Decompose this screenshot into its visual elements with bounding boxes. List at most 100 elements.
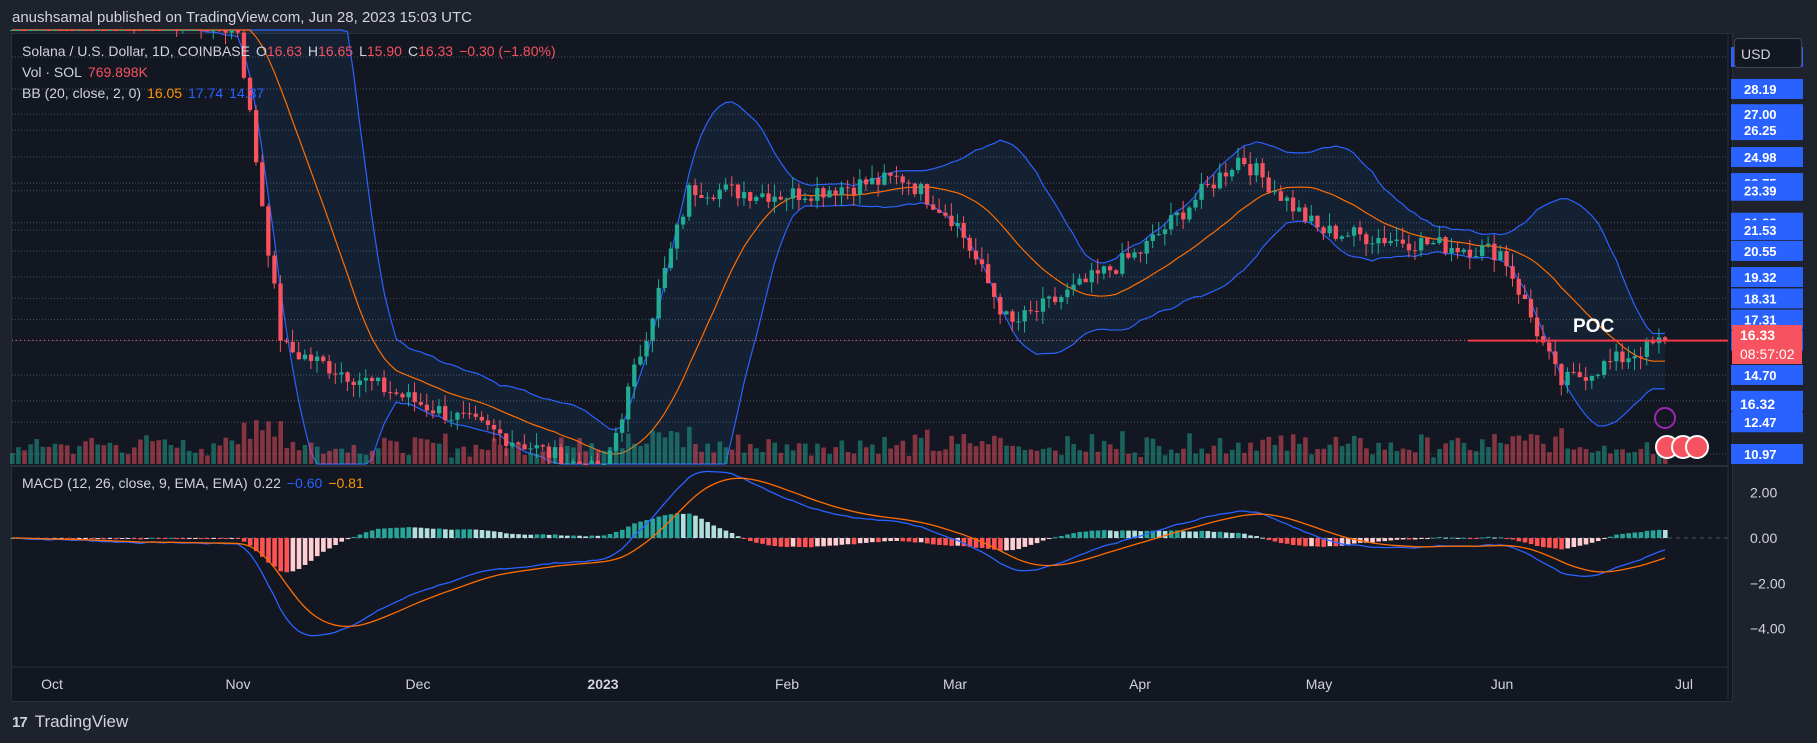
volume-bar	[321, 453, 326, 464]
volume-bar	[589, 443, 595, 464]
candle-body	[89, 30, 94, 31]
us-flag-event-icon[interactable]	[1685, 435, 1709, 459]
volume-bar	[1266, 436, 1272, 464]
volume-bar	[650, 430, 656, 464]
volume-bar	[327, 451, 332, 464]
bb-label[interactable]: BB (20, close, 2, 0)	[22, 85, 142, 101]
candle-body	[1016, 321, 1021, 323]
volume-bar	[1467, 449, 1473, 464]
macd-histogram-bar	[876, 538, 881, 543]
macd-histogram-bar	[443, 529, 448, 539]
volume-bar	[1187, 433, 1192, 464]
candle-body	[345, 372, 350, 382]
candle-body	[1162, 229, 1168, 235]
macd-histogram-bar	[516, 534, 521, 539]
volume-bar	[888, 448, 893, 464]
bb-legend[interactable]: BB (20, close, 2, 0) 16.05 17.74 14.37	[22, 85, 270, 101]
macd-histogram-bar	[1382, 538, 1388, 542]
candle-body	[327, 361, 332, 374]
candle-body	[534, 445, 539, 449]
volume-bar	[1455, 437, 1461, 464]
macd-legend[interactable]: MACD (12, 26, close, 9, EMA, EMA) 0.22 −0.…	[22, 475, 370, 491]
candle-body	[162, 30, 167, 31]
volume-bar	[540, 451, 546, 464]
volume-bar	[272, 436, 277, 464]
volume-bar	[992, 435, 997, 464]
macd-histogram-bar	[308, 538, 314, 561]
volume-bar	[1175, 453, 1180, 464]
volume-bar	[711, 452, 717, 464]
candle-body	[229, 30, 234, 33]
macd-histogram-bar	[1175, 530, 1180, 539]
macd-histogram-bar	[888, 538, 893, 542]
volume-bar	[1138, 457, 1144, 464]
volume-bar	[449, 457, 454, 464]
candle-body	[1638, 356, 1643, 358]
candle-body	[186, 30, 192, 31]
macd-histogram-bar	[1486, 536, 1491, 539]
macd-histogram-bar	[333, 538, 338, 546]
volume-label[interactable]: Vol · SOL	[22, 64, 82, 80]
macd-histogram-bar	[1663, 529, 1668, 539]
macd-histogram-bar	[1412, 538, 1418, 540]
candle-body	[735, 184, 741, 199]
volume-bar	[1071, 443, 1076, 464]
macd-histogram-bar	[1614, 534, 1619, 539]
volume-bar	[1577, 447, 1583, 464]
macd-histogram-bar	[1589, 538, 1595, 543]
candle-body	[1541, 336, 1546, 343]
price-tick-box	[1731, 364, 1803, 385]
price-tick-box	[1731, 444, 1803, 465]
candle-body	[717, 189, 722, 200]
candle-body	[1248, 164, 1253, 176]
candle-body	[632, 364, 637, 387]
volume-bar	[613, 441, 619, 464]
volume-bar	[985, 444, 991, 464]
candle-body	[540, 445, 545, 447]
volume-bar	[1229, 449, 1235, 464]
macd-histogram-bar	[882, 538, 887, 542]
macd-histogram-bar	[412, 527, 418, 539]
candle-body	[107, 30, 112, 31]
macd-histogram-bar	[1290, 538, 1296, 546]
macd-histogram-bar	[1156, 530, 1162, 539]
volume-bar	[430, 442, 436, 464]
candle-body	[1516, 278, 1521, 295]
symbol-legend[interactable]: Solana / U.S. Dollar, 1D, COINBASE O16.63…	[22, 43, 562, 59]
macd-histogram-bar	[1632, 532, 1638, 539]
currency-selector[interactable]: USD	[1734, 38, 1802, 68]
event-lightning-icon[interactable]	[1654, 407, 1676, 429]
candle-body	[449, 419, 454, 421]
candle-body	[1321, 227, 1326, 234]
macd-histogram-bar	[626, 526, 631, 539]
macd-histogram-bar	[156, 538, 161, 540]
candle-body	[1126, 253, 1131, 258]
bb-lower-line	[12, 29, 1666, 465]
volume-bar	[491, 438, 497, 464]
candle-body	[1083, 278, 1088, 283]
candle-body	[870, 177, 875, 185]
macd-histogram-bar	[449, 529, 454, 539]
candle-body	[955, 222, 960, 227]
candle-body	[821, 188, 826, 198]
volume-bar	[107, 442, 113, 464]
volume-bar	[1242, 452, 1247, 464]
volume-bar	[339, 448, 344, 464]
macd-histogram-bar	[589, 535, 595, 539]
volume-bar	[424, 439, 430, 464]
volume-bar	[924, 429, 930, 464]
macd-line-value: −0.60	[286, 475, 323, 491]
symbol-title[interactable]: Solana / U.S. Dollar, 1D, COINBASE	[22, 43, 250, 59]
candle-body	[1229, 170, 1235, 177]
candle-body	[138, 30, 143, 31]
volume-bar	[851, 453, 857, 464]
macd-histogram-bar	[1376, 538, 1381, 542]
macd-histogram-bar	[1126, 530, 1131, 539]
volume-legend[interactable]: Vol · SOL 769.898K	[22, 64, 154, 80]
time-tick-label: Jun	[1491, 676, 1514, 692]
volume-bar	[1248, 442, 1253, 464]
volume-bar	[1077, 450, 1083, 464]
macd-label[interactable]: MACD (12, 26, close, 9, EMA, EMA)	[22, 475, 248, 491]
candle-body	[510, 442, 515, 446]
